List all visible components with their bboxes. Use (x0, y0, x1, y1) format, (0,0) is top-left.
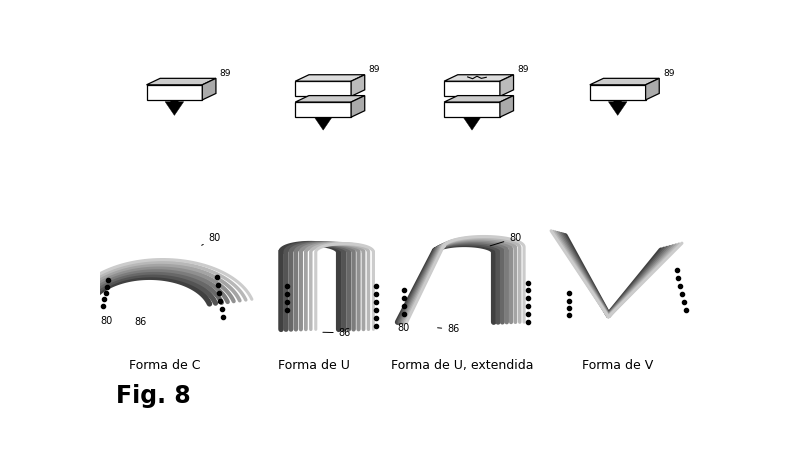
Polygon shape (444, 81, 500, 96)
Polygon shape (351, 75, 365, 96)
Polygon shape (295, 102, 351, 117)
Text: 80: 80 (100, 316, 112, 326)
Polygon shape (500, 96, 514, 117)
Text: 86: 86 (134, 317, 146, 327)
Text: 89: 89 (369, 65, 380, 74)
Text: 86: 86 (323, 328, 351, 338)
Polygon shape (295, 81, 351, 96)
Text: 80: 80 (490, 233, 522, 246)
Polygon shape (295, 75, 365, 81)
Polygon shape (500, 75, 514, 96)
Polygon shape (351, 96, 365, 117)
Text: 80: 80 (398, 323, 410, 333)
Polygon shape (146, 78, 216, 85)
Text: Fig. 8: Fig. 8 (115, 384, 190, 408)
Polygon shape (202, 78, 216, 100)
Text: 80: 80 (202, 233, 221, 245)
Polygon shape (146, 85, 202, 100)
Polygon shape (444, 75, 514, 81)
Text: 89: 89 (663, 69, 674, 78)
Text: Forma de U: Forma de U (278, 359, 350, 372)
Text: Forma de U, extendida: Forma de U, extendida (391, 359, 534, 372)
Polygon shape (590, 78, 659, 85)
Polygon shape (165, 86, 184, 115)
Text: Forma de C: Forma de C (130, 359, 201, 372)
Text: Forma de V: Forma de V (582, 359, 654, 372)
Polygon shape (462, 104, 482, 130)
Polygon shape (444, 96, 514, 102)
Polygon shape (608, 86, 627, 115)
Text: 89: 89 (220, 69, 231, 78)
Polygon shape (314, 104, 333, 130)
Polygon shape (646, 78, 659, 100)
Text: 86: 86 (438, 324, 459, 334)
Polygon shape (444, 102, 500, 117)
Polygon shape (295, 96, 365, 102)
Text: 89: 89 (518, 65, 529, 74)
Polygon shape (590, 85, 646, 100)
